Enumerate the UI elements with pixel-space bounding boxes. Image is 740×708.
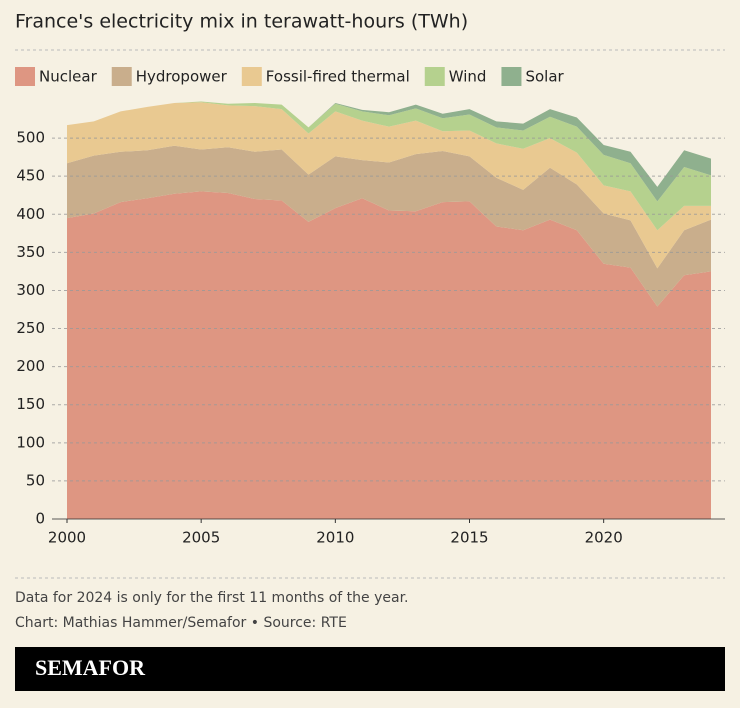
chart-title: France's electricity mix in terawatt-hou… [15, 11, 468, 33]
legend-swatch [424, 67, 445, 86]
area [67, 101, 711, 231]
y-tick-label: 0 [35, 510, 45, 528]
y-tick-label: 400 [16, 205, 45, 223]
y-tick-label: 350 [16, 243, 45, 261]
x-tick-label: 2000 [48, 529, 86, 547]
area [67, 102, 711, 269]
legend-label: Solar [525, 68, 564, 86]
legend-swatch [501, 67, 522, 86]
note: Data for 2024 is only for the first 11 m… [15, 590, 409, 606]
credit: Chart: Mathias Hammer/Semafor • Source: … [15, 615, 347, 631]
legend-swatch [15, 67, 35, 86]
y-tick-label: 50 [26, 471, 45, 489]
y-tick-label: 500 [16, 129, 45, 147]
y-tick-label: 100 [16, 433, 45, 451]
legend-swatch [241, 67, 262, 86]
brand: SEMAFOR [35, 655, 146, 680]
legend-label: Nuclear [39, 68, 98, 86]
legend-label: Wind [449, 68, 487, 86]
legend-swatch [111, 67, 132, 86]
legend-label: Fossil-fired thermal [266, 68, 410, 86]
area [67, 145, 711, 307]
y-tick-label: 150 [16, 395, 45, 413]
y-tick-label: 450 [16, 167, 45, 185]
y-tick-label: 300 [16, 281, 45, 299]
x-tick-label: 2010 [316, 529, 354, 547]
y-tick-label: 200 [16, 357, 45, 375]
x-tick-label: 2005 [182, 529, 220, 547]
brand-bar [15, 647, 725, 691]
x-tick-label: 2020 [585, 529, 623, 547]
legend-label: Hydropower [136, 68, 228, 86]
area [67, 191, 711, 519]
y-tick-label: 250 [16, 319, 45, 337]
x-tick-label: 2015 [450, 529, 488, 547]
